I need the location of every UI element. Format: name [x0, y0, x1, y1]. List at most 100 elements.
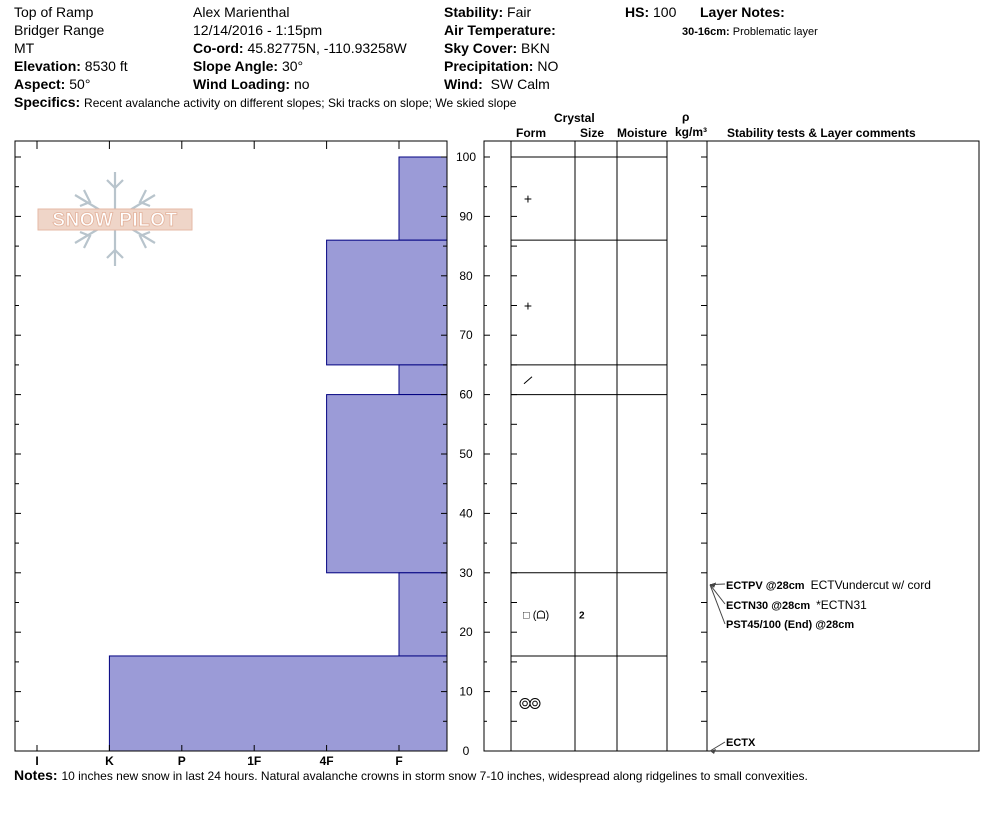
hs: HS: 100	[625, 4, 676, 20]
aspect: Aspect: 50°	[14, 76, 90, 92]
layer-note: 30-16cm: Problematic layer	[682, 24, 818, 40]
aspect-value: 50°	[69, 76, 91, 92]
observer: Alex Marienthal	[193, 4, 290, 20]
layer-note-text: Problematic layer	[732, 26, 818, 38]
test-result: ECTX	[726, 737, 756, 749]
precip-value: NO	[537, 58, 559, 74]
stability-test: ECTX	[726, 735, 755, 751]
test-arrow	[709, 584, 726, 605]
density-unit-header: kg/m³	[675, 125, 708, 139]
height-tick-label: 0	[463, 744, 470, 758]
elevation: Elevation: 8530 ft	[14, 58, 128, 74]
left-frame-border	[14, 140, 448, 752]
snowpilot-logo: SNOW PILOT	[37, 172, 193, 266]
height-tick-label: 40	[459, 506, 473, 520]
notes-label: Notes:	[14, 767, 58, 783]
precip-label: Precipitation:	[444, 58, 534, 74]
air-temperature: Air Temperature:	[444, 22, 556, 38]
stability-test: ECTN30 @28cm *ECTN31	[726, 597, 867, 614]
hardness-tick-label: 1F	[247, 754, 261, 768]
logo-banner	[37, 208, 193, 231]
stability-test: ECTPV @28cm ECTVundercut w/ cord	[726, 577, 931, 594]
hardness-bar	[398, 156, 448, 241]
test-result: ECTPV @28cm	[726, 580, 805, 592]
crystal-header: Crystal	[554, 111, 595, 125]
crystal-form	[532, 700, 538, 707]
hardness-tick-label: F	[395, 754, 402, 768]
datetime: 12/14/2016 - 1:15pm	[193, 22, 323, 38]
tests-header: Stability tests & Layer comments	[727, 126, 916, 140]
wind-loading: Wind Loading: no	[193, 76, 310, 92]
crystal-form: □ (ᗝ)	[523, 609, 549, 621]
slope-angle: Slope Angle: 30°	[193, 58, 303, 74]
sky-cover: Sky Cover: BKN	[444, 40, 550, 56]
test-result: PST45/100 (End) @28cm	[726, 619, 855, 631]
test-arrow-head	[710, 749, 716, 754]
crystal-form	[522, 700, 528, 707]
sky-label: Sky Cover:	[444, 40, 518, 56]
crystal-form	[519, 697, 531, 709]
test-comment: ECTVundercut w/ cord	[810, 578, 931, 592]
layer-table: + + □ (ᗝ) 2	[483, 140, 980, 754]
wind-label: Wind:	[444, 76, 483, 92]
stability-value: Fair	[507, 4, 532, 20]
hs-label: HS:	[625, 4, 650, 20]
crystal-form	[523, 376, 533, 385]
slope-label: Slope Angle:	[193, 58, 279, 74]
height-tick-label: 60	[459, 388, 473, 402]
hardness-tick-label: P	[178, 754, 186, 768]
wind: Wind: SW Calm	[444, 76, 550, 92]
notes: Notes: 10 inches new snow in last 24 hou…	[14, 767, 808, 784]
test-result: ECTN30 @28cm	[726, 600, 811, 612]
height-tick-label: 10	[459, 685, 473, 699]
hardness-bar	[398, 364, 448, 396]
specifics-label: Specifics:	[14, 94, 81, 110]
moisture-header: Moisture	[617, 126, 668, 140]
state: MT	[14, 40, 35, 56]
hardness-bar	[108, 655, 448, 752]
precipitation: Precipitation: NO	[444, 58, 558, 74]
height-tick-label: 90	[459, 209, 473, 223]
layer-notes-label: Layer Notes:	[700, 4, 785, 20]
aspect-label: Aspect:	[14, 76, 66, 92]
air-temp-label: Air Temperature:	[444, 22, 556, 38]
slope-value: 30°	[281, 58, 304, 74]
hardness-bar	[398, 572, 448, 657]
size-header: Size	[580, 126, 605, 140]
specifics-text: Recent avalanche activity on different s…	[84, 96, 517, 110]
hs-value: 100	[653, 4, 677, 20]
test-arrow	[709, 584, 726, 625]
test-arrow-head	[710, 582, 716, 588]
wind-loading-value: no	[293, 76, 310, 92]
sky-value: BKN	[521, 40, 550, 56]
crystal-size: 2	[579, 610, 585, 621]
elevation-value: 8530 ft	[84, 58, 128, 74]
logo-text: SNOW PILOT	[52, 210, 177, 231]
height-tick-label: 70	[459, 328, 473, 342]
hardness-bar	[326, 239, 448, 366]
location: Top of Ramp	[14, 4, 94, 20]
stability-label: Stability:	[444, 4, 504, 20]
height-tick-label: 30	[459, 566, 473, 580]
height-tick-label: 100	[456, 150, 476, 164]
layer-note-range: 30-16cm:	[682, 26, 730, 38]
wind-loading-label: Wind Loading:	[193, 76, 291, 92]
wind-value: SW Calm	[490, 76, 550, 92]
height-tick-label: 50	[459, 447, 473, 461]
hardness-tick-label: 4F	[320, 754, 334, 768]
coord-value: 45.82775N, -110.93258W	[247, 40, 407, 56]
crystal-form: +	[524, 298, 532, 314]
test-comment: *ECTN31	[816, 598, 867, 612]
table-border	[483, 140, 980, 752]
stability-test: PST45/100 (End) @28cm	[726, 617, 854, 633]
crystal-form	[529, 697, 541, 709]
hardness-chart: I K P 1F 4F F 0 10 20 30 40 50 60 70 80 90 100	[14, 140, 476, 768]
form-header: Form	[516, 126, 546, 140]
hardness-bar	[326, 394, 448, 574]
coord-label: Co-ord:	[193, 40, 244, 56]
notes-text: 10 inches new snow in last 24 hours. Nat…	[61, 769, 808, 783]
height-tick-label: 80	[459, 269, 473, 283]
coord: Co-ord: 45.82775N, -110.93258W	[193, 40, 407, 56]
hardness-tick-label: I	[35, 754, 38, 768]
